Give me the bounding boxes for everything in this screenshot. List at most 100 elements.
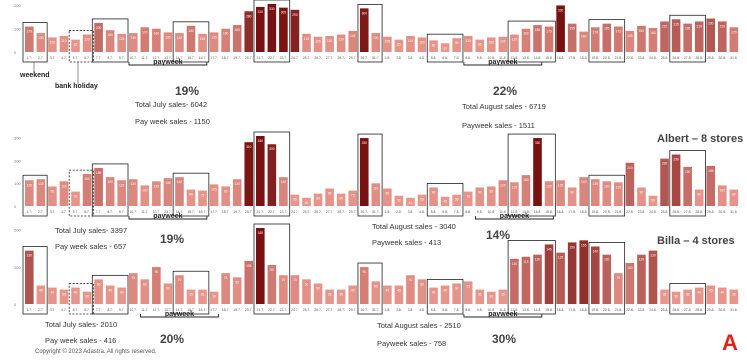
bar-value-label: 35 <box>339 293 343 297</box>
bar <box>36 33 46 52</box>
y-tick-label: 100 <box>14 26 21 31</box>
x-tick-label: 8.7. <box>107 56 113 60</box>
bar <box>383 36 392 52</box>
bar-value-label: 125 <box>500 183 506 187</box>
bar-value-label: 35 <box>201 293 205 297</box>
bar-value-label: 50 <box>651 199 655 203</box>
bar-value-label: 120 <box>154 184 160 188</box>
bar-value-label: 60 <box>143 282 147 286</box>
x-tick-label: 16.8. <box>557 56 565 60</box>
bar-value-label: 60 <box>305 282 309 286</box>
bar-value-label: 300 <box>269 147 275 151</box>
bar-value-label: 125 <box>558 183 564 187</box>
bar-value-label: 80 <box>697 193 701 197</box>
x-tick-label: 21.8. <box>615 308 623 312</box>
bar <box>394 195 404 206</box>
bar-value-label: 185 <box>258 231 264 235</box>
x-tick-label: 1.7. <box>26 56 32 60</box>
bar <box>556 252 565 304</box>
bar-value-label: 40 <box>51 291 55 295</box>
x-tick-label: 22.7. <box>268 210 276 214</box>
bar <box>706 285 716 304</box>
august-payweek-pct: 22% <box>493 84 518 98</box>
x-tick-label: 17.7. <box>210 308 218 312</box>
panel3-july-total: Total July sales- 2010 <box>45 320 118 329</box>
x-tick-label: 24.8. <box>649 308 657 312</box>
panel3-august-pct: 30% <box>492 332 517 346</box>
y-tick-label: 0 <box>14 50 17 55</box>
bar-value-label: 70 <box>293 278 297 282</box>
bar-value-label: 50 <box>397 199 401 203</box>
x-tick-label: 11.7. <box>141 308 148 312</box>
bar-value-label: 210 <box>627 166 633 170</box>
bar <box>383 188 392 206</box>
bar <box>694 287 704 304</box>
bar <box>729 289 739 304</box>
highlight-box <box>357 3 383 63</box>
x-tick-label: 18.7. <box>222 210 230 214</box>
bar <box>198 33 207 52</box>
x-tick-label: 3.8. <box>408 56 414 60</box>
bar <box>371 33 381 52</box>
bar <box>175 33 184 52</box>
bar-value-label: 90 <box>362 270 366 274</box>
x-tick-label: 10.8. <box>488 210 496 214</box>
bar <box>313 193 323 206</box>
chart-panel-3: 0 100 200 130 1.7. 45 2.7. 40 3.7. 35 4.7. 40 5.7. 30… <box>14 223 739 318</box>
bar <box>417 37 427 52</box>
bar-value-label: 40 <box>74 291 78 295</box>
x-tick-label: 28.8. <box>695 56 703 60</box>
x-tick-label: 11.8. <box>499 210 506 214</box>
bar <box>602 23 612 52</box>
x-tick-label: 23.7. <box>280 56 288 60</box>
bar-value-label: 130 <box>593 182 599 186</box>
highlight-box <box>68 30 94 63</box>
x-tick-label: 10.8. <box>488 56 496 60</box>
bar-value-label: 130 <box>131 36 137 40</box>
bar <box>198 289 207 304</box>
bar-value-label: 60 <box>420 282 424 286</box>
x-tick-label: 4.7. <box>61 210 67 214</box>
y-tick-label: 200 <box>14 3 21 8</box>
bar-value-label: 75 <box>131 276 135 280</box>
bar-value-label: 150 <box>523 178 529 182</box>
bar-value-label: 75 <box>617 276 621 280</box>
bar-value-label: 95 <box>490 189 494 193</box>
bar-value-label: 100 <box>50 40 56 44</box>
payweek-bracket <box>475 216 554 220</box>
bar-value-label: 55 <box>374 284 378 288</box>
payweek-bracket <box>463 62 543 66</box>
x-tick-label: 27.8. <box>684 210 692 214</box>
bar-value-label: 65 <box>235 280 239 284</box>
bar <box>406 197 415 206</box>
bar-value-label: 120 <box>61 184 67 188</box>
bar <box>221 186 230 206</box>
bar <box>336 193 346 206</box>
bar-value-label: 310 <box>258 10 264 14</box>
bar-value-label: 50 <box>166 286 170 290</box>
bar <box>475 289 485 304</box>
payweek-bracket <box>463 314 543 318</box>
bank-holiday-note: bank holiday <box>55 83 98 90</box>
bar-value-label: 40 <box>120 291 124 295</box>
x-tick-label: 6.7. <box>84 308 90 312</box>
x-tick-label: 19.7. <box>233 308 241 312</box>
bar-value-label: 195 <box>708 169 714 173</box>
bar-value-label: 140 <box>281 180 287 184</box>
bar-value-label: 185 <box>96 171 102 175</box>
x-tick-label: 12.8. <box>511 308 519 312</box>
bar-value-label: 130 <box>650 254 656 258</box>
panel3-july-pct: 20% <box>160 332 185 346</box>
x-tick-label: 4.8. <box>419 56 425 60</box>
bar <box>336 289 346 304</box>
bar <box>590 246 600 304</box>
bar <box>348 30 357 52</box>
x-tick-label: 19.8. <box>591 210 599 214</box>
bar-value-label: 90 <box>478 190 482 194</box>
bar <box>660 21 669 52</box>
bar-value-label: 190 <box>685 170 691 174</box>
bar <box>544 244 554 304</box>
payweek-label: payweek <box>488 311 517 318</box>
bar <box>279 177 288 206</box>
bar-value-label: 150 <box>107 33 113 37</box>
